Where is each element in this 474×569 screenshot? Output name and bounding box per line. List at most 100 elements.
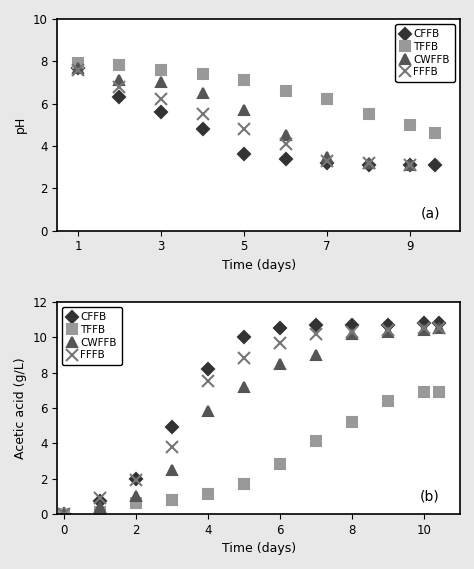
TFFB bbox=[158, 67, 164, 73]
TFFB bbox=[313, 438, 319, 445]
CFFB bbox=[421, 320, 427, 327]
CWFFB bbox=[117, 77, 122, 84]
CFFB bbox=[432, 162, 438, 168]
CWFFB bbox=[277, 360, 283, 367]
TFFB bbox=[98, 509, 103, 516]
CFFB bbox=[62, 510, 67, 517]
FFFB bbox=[158, 96, 164, 103]
CWFFB bbox=[385, 328, 391, 335]
TFFB bbox=[283, 88, 289, 94]
CWFFB bbox=[158, 79, 164, 86]
CFFB bbox=[313, 321, 319, 328]
CFFB bbox=[241, 151, 247, 158]
FFFB bbox=[421, 325, 427, 332]
FFFB bbox=[436, 325, 441, 332]
Text: (b): (b) bbox=[420, 489, 440, 503]
FFFB bbox=[349, 328, 355, 335]
CFFB bbox=[98, 498, 103, 505]
CFFB bbox=[436, 320, 441, 327]
CFFB bbox=[117, 94, 122, 101]
X-axis label: Time (days): Time (days) bbox=[221, 259, 296, 272]
Line: CFFB: CFFB bbox=[60, 319, 443, 518]
FFFB bbox=[366, 159, 372, 166]
Legend: CFFB, TFFB, CWFFB, FFFB: CFFB, TFFB, CWFFB, FFFB bbox=[63, 307, 122, 365]
Text: (a): (a) bbox=[420, 206, 440, 220]
Line: TFFB: TFFB bbox=[73, 59, 440, 138]
TFFB bbox=[277, 461, 283, 468]
CWFFB bbox=[436, 325, 441, 332]
TFFB bbox=[134, 500, 139, 506]
TFFB bbox=[385, 397, 391, 404]
CWFFB bbox=[283, 132, 289, 139]
CFFB bbox=[134, 475, 139, 482]
CFFB bbox=[169, 424, 175, 431]
CWFFB bbox=[366, 159, 372, 166]
CWFFB bbox=[349, 331, 355, 337]
TFFB bbox=[349, 419, 355, 426]
TFFB bbox=[200, 71, 205, 77]
TFFB bbox=[117, 62, 122, 69]
X-axis label: Time (days): Time (days) bbox=[221, 542, 296, 555]
CFFB bbox=[75, 64, 81, 71]
CWFFB bbox=[241, 106, 247, 113]
FFFB bbox=[324, 158, 330, 164]
FFFB bbox=[385, 327, 391, 333]
CWFFB bbox=[408, 162, 413, 168]
CWFFB bbox=[421, 327, 427, 333]
CFFB bbox=[349, 321, 355, 328]
TFFB bbox=[432, 130, 438, 137]
FFFB bbox=[98, 494, 103, 501]
TFFB bbox=[408, 121, 413, 128]
CWFFB bbox=[134, 493, 139, 500]
FFFB bbox=[169, 443, 175, 450]
Line: FFFB: FFFB bbox=[59, 323, 444, 519]
CFFB bbox=[324, 159, 330, 166]
CFFB bbox=[241, 334, 247, 341]
CFFB bbox=[408, 162, 413, 168]
CWFFB bbox=[205, 408, 211, 415]
CWFFB bbox=[98, 504, 103, 510]
TFFB bbox=[241, 480, 247, 487]
CWFFB bbox=[62, 510, 67, 517]
CFFB bbox=[205, 366, 211, 373]
TFFB bbox=[421, 389, 427, 395]
FFFB bbox=[200, 111, 205, 118]
FFFB bbox=[75, 67, 81, 73]
TFFB bbox=[366, 111, 372, 118]
Line: CFFB: CFFB bbox=[74, 64, 439, 169]
FFFB bbox=[241, 126, 247, 133]
FFFB bbox=[241, 355, 247, 362]
FFFB bbox=[277, 339, 283, 346]
FFFB bbox=[134, 477, 139, 484]
CWFFB bbox=[169, 466, 175, 473]
CFFB bbox=[158, 109, 164, 116]
FFFB bbox=[117, 83, 122, 90]
Line: TFFB: TFFB bbox=[60, 387, 443, 519]
CWFFB bbox=[241, 384, 247, 390]
TFFB bbox=[75, 60, 81, 67]
FFFB bbox=[62, 510, 67, 517]
TFFB bbox=[436, 389, 441, 395]
TFFB bbox=[205, 491, 211, 498]
Y-axis label: Acetic acid (g/L): Acetic acid (g/L) bbox=[14, 357, 27, 459]
Line: CWFFB: CWFFB bbox=[73, 63, 415, 170]
TFFB bbox=[62, 510, 67, 517]
TFFB bbox=[241, 77, 247, 84]
CFFB bbox=[277, 325, 283, 332]
TFFB bbox=[324, 96, 330, 103]
CWFFB bbox=[200, 89, 205, 96]
Line: FFFB: FFFB bbox=[73, 64, 416, 171]
FFFB bbox=[313, 331, 319, 337]
FFFB bbox=[283, 141, 289, 147]
Legend: CFFB, TFFB, CWFFB, FFFB: CFFB, TFFB, CWFFB, FFFB bbox=[395, 24, 455, 83]
CFFB bbox=[366, 162, 372, 168]
Y-axis label: pH: pH bbox=[14, 116, 27, 134]
CWFFB bbox=[75, 64, 81, 71]
CFFB bbox=[200, 126, 205, 133]
TFFB bbox=[169, 496, 175, 503]
CFFB bbox=[283, 155, 289, 162]
CWFFB bbox=[313, 352, 319, 358]
FFFB bbox=[205, 378, 211, 385]
CWFFB bbox=[324, 153, 330, 160]
Line: CWFFB: CWFFB bbox=[60, 324, 443, 519]
